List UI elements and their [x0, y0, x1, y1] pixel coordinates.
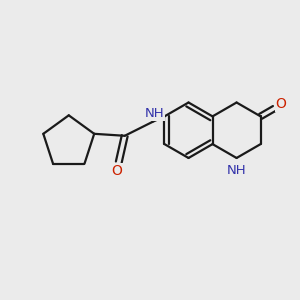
Text: O: O — [111, 164, 122, 178]
Text: O: O — [276, 98, 286, 112]
Text: NH: NH — [227, 164, 246, 177]
Text: NH: NH — [145, 107, 164, 121]
